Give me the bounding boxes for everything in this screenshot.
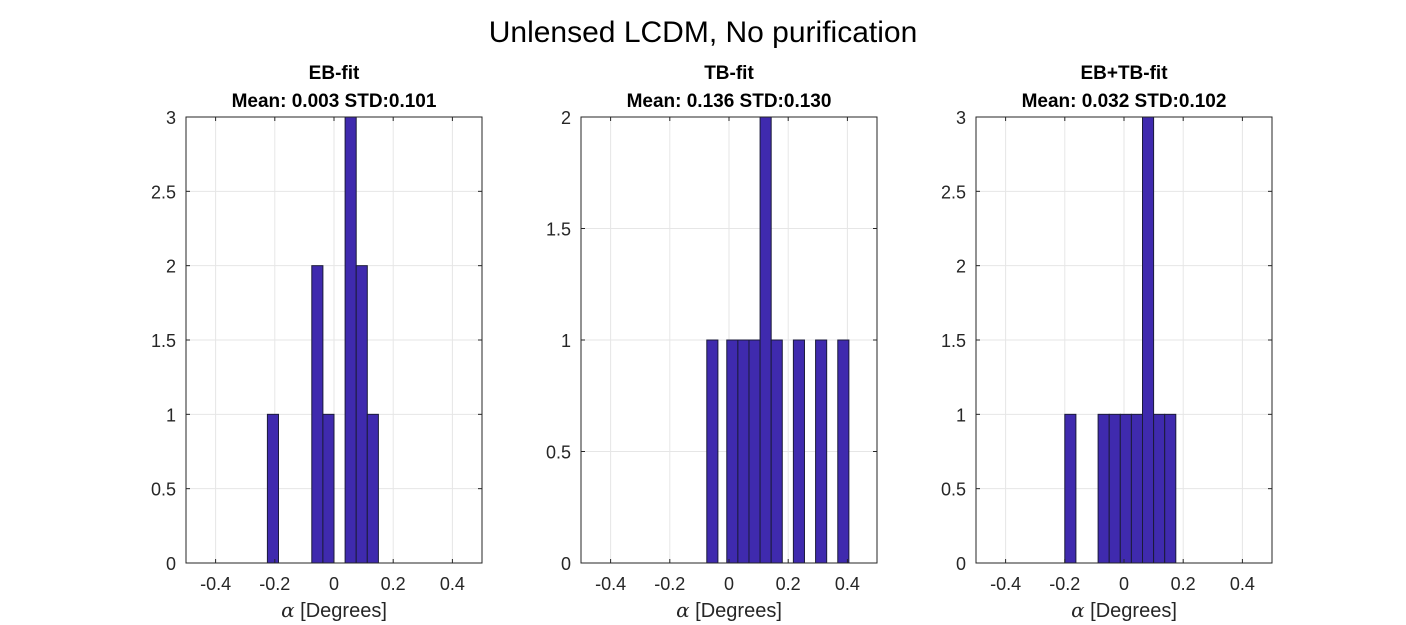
histogram-bar (1142, 116, 1155, 564)
y-tick-label: 1.5 (151, 331, 176, 351)
y-tick-label: 2 (956, 257, 966, 277)
y-tick-label: 2.5 (151, 182, 176, 202)
x-tick-label: -0.2 (259, 574, 290, 594)
subplot-panels: -0.4 -0.2 0 0.2 0.4 0 0.5 1 1.5 2 2.5 3 EB-fit Mean: … (151, 63, 1273, 622)
x-tick-label: 0.2 (1171, 574, 1196, 594)
subplot-stats: Mean: 0.136 STD:0.130 (627, 91, 832, 112)
x-tick-label: 0 (724, 574, 734, 594)
x-tick-label: 0 (1119, 574, 1129, 594)
histogram-bar (355, 265, 368, 564)
x-axis-label: α [Degrees] (676, 598, 782, 622)
x-tick-label: 0.2 (381, 574, 406, 594)
subplot-1: -0.4 -0.2 0 0.2 0.4 0 0.5 1 1.5 2 2.5 3 EB-fit Mean: … (151, 63, 483, 622)
subplot-title: EB+TB-fit (1080, 63, 1168, 84)
figure-title: Unlensed LCDM, No purification (489, 16, 918, 49)
histogram-bar (815, 339, 828, 564)
subplot-2: -0.4 -0.2 0 0.2 0.4 0 0.5 1 1.5 2 TB-fit Mean: 0.13… (546, 63, 878, 622)
x-axis-label-symbol: α (281, 598, 295, 622)
histogram-bar (266, 413, 279, 564)
x-axis-label-symbol: α (1071, 598, 1085, 622)
histogram-bar (759, 116, 772, 564)
histogram-bar (792, 339, 805, 564)
histogram-bar (322, 413, 335, 564)
histogram-bar (726, 339, 739, 564)
x-axis-label: α [Degrees] (281, 598, 387, 622)
y-tick-label: 2.5 (941, 182, 966, 202)
x-axis-label-text: [Degrees] (690, 600, 782, 622)
subplot-title: TB-fit (704, 63, 754, 84)
y-tick-label: 3 (166, 108, 176, 128)
y-tick-label: 1.5 (546, 220, 571, 240)
y-tick-label: 2 (561, 108, 571, 128)
y-tick-label: 0 (561, 554, 571, 574)
x-tick-label: -0.2 (654, 574, 685, 594)
x-axis-label-text: [Degrees] (1085, 600, 1177, 622)
y-tick-label: 1.5 (941, 331, 966, 351)
x-tick-label: 0.4 (835, 574, 860, 594)
x-tick-label: -0.2 (1049, 574, 1080, 594)
y-tick-label: 0 (166, 554, 176, 574)
histogram-bar (1119, 413, 1132, 564)
histogram-bar (366, 413, 379, 564)
y-tick-label: 0.5 (941, 480, 966, 500)
y-tick-label: 0 (956, 554, 966, 574)
x-tick-label: 0.4 (1230, 574, 1255, 594)
y-tick-label: 1 (166, 405, 176, 425)
y-tick-label: 0.5 (546, 443, 571, 463)
histogram-bar (1064, 413, 1077, 564)
y-tick-label: 1 (956, 405, 966, 425)
x-axis-label-text: [Degrees] (295, 600, 387, 622)
histogram-bar (706, 339, 719, 564)
histogram-bar (1108, 413, 1121, 564)
histogram-bar (1097, 413, 1110, 564)
x-tick-label: -0.4 (200, 574, 231, 594)
x-axis-label: α [Degrees] (1071, 598, 1177, 622)
subplot-title: EB-fit (309, 63, 360, 84)
histogram-bar (1153, 413, 1166, 564)
y-tick-label: 2 (166, 257, 176, 277)
histogram-bar (737, 339, 750, 564)
histogram-bar (1164, 413, 1177, 564)
x-tick-label: 0.2 (776, 574, 801, 594)
x-tick-label: -0.4 (595, 574, 626, 594)
y-tick-label: 3 (956, 108, 966, 128)
subplot-3: -0.4 -0.2 0 0.2 0.4 0 0.5 1 1.5 2 2.5 3 EB+TB-fit Mea… (941, 63, 1273, 622)
histogram-bar (311, 265, 324, 564)
x-tick-label: 0.4 (440, 574, 465, 594)
histogram-bar (1130, 413, 1144, 564)
y-tick-label: 1 (561, 331, 571, 351)
histogram-bar (837, 339, 850, 564)
x-tick-label: -0.4 (990, 574, 1021, 594)
y-tick-label: 0.5 (151, 480, 176, 500)
subplot-stats: Mean: 0.003 STD:0.101 (232, 91, 437, 112)
x-tick-label: 0 (329, 574, 339, 594)
subplot-stats: Mean: 0.032 STD:0.102 (1022, 91, 1227, 112)
x-axis-label-symbol: α (676, 598, 690, 622)
histogram-bar (344, 116, 357, 564)
histogram-bar (770, 339, 783, 564)
histogram-bar (748, 339, 761, 564)
